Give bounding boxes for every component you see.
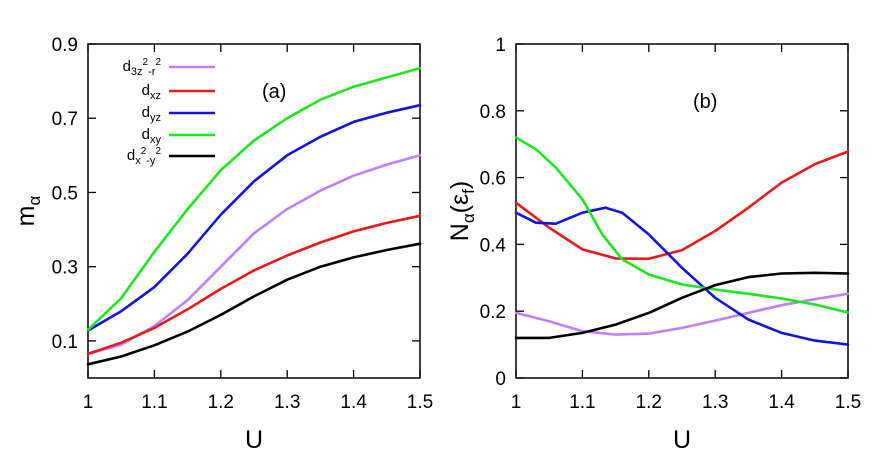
legend-label-sub2: -y	[146, 155, 156, 167]
panel-a-y-tick-label: 0.1	[52, 332, 78, 353]
panel-b-series-line-dyz	[514, 206, 850, 346]
legend-label-base: d	[142, 104, 150, 121]
legend-label-sub: yz	[150, 112, 161, 124]
legend-label-base: d	[127, 147, 135, 164]
legend-label-d3z2-r2: d3z2-r2	[123, 57, 162, 78]
legend-label-sub: x	[135, 155, 141, 167]
panel-a: 1 1.1 1.2 1.3 1.4 1.5 0.1 0.3 0.5 0.7 0.9 (a) U m…	[12, 35, 433, 454]
panel-b-series-line-dxy	[514, 136, 850, 314]
legend-label-dyz: dyz	[142, 104, 161, 124]
panel-b-y-tick-label: 0	[495, 369, 506, 390]
panel-b-y-axis-label-main: N	[446, 223, 474, 241]
panel-b-y-tick-label: 1	[495, 35, 506, 56]
legend-label-sub2: -r	[148, 66, 156, 78]
panel-a-y-axis-label: mα	[12, 196, 44, 227]
legend-label-base: d	[123, 58, 131, 75]
panel-a-x-tick-label: 1.1	[141, 392, 167, 413]
legend-label-sub: xz	[150, 90, 161, 102]
panel-b-x-tick-label: 1.5	[835, 392, 861, 413]
panel-a-y-tick-label: 0.3	[52, 258, 78, 279]
panel-b-x-tick-label: 1.2	[636, 392, 662, 413]
panel-a-series-line-dx2-y2	[86, 242, 422, 366]
panel-b-y-axis-label-rest-sub: f	[459, 189, 478, 194]
panel-a-y-tick-label: 0.7	[52, 109, 78, 130]
panel-b-x-axis-label: U	[673, 426, 691, 454]
legend-label-dxz: dxz	[142, 82, 161, 102]
panel-b-frame	[515, 43, 849, 379]
legend-label-sup2: 2	[155, 57, 161, 68]
panel-a-x-axis-label: U	[245, 426, 263, 454]
legend-label-base: d	[142, 126, 150, 143]
panel-b-y-tick-label: 0.4	[480, 235, 507, 256]
panel-a-x-tick-label: 1.3	[274, 392, 300, 413]
panel-a-x-tick-label: 1.4	[340, 392, 367, 413]
panel-b: 1 1.1 1.2 1.3 1.4 1.5 0 0.2 0.4 0.6 0.8 1 (b) U Nα…	[446, 35, 861, 454]
panel-b-y-tick-label: 0.2	[480, 302, 506, 323]
panel-b-y-axis-label: Nα(εf)	[446, 181, 478, 241]
panel-a-x-ticks: 1 1.1 1.2 1.3 1.4 1.5	[83, 44, 433, 413]
panel-b-series-line-dxz	[514, 150, 850, 261]
panel-b-series-line-dx2-y2	[514, 271, 850, 340]
panel-b-y-axis-label-close: )	[446, 181, 474, 189]
panel-a-y-ticks: 0.1 0.3 0.5 0.7 0.9	[52, 35, 420, 353]
panel-b-y-axis-label-rest: (ε	[446, 194, 474, 213]
panel-b-x-tick-label: 1.4	[768, 392, 795, 413]
panel-a-x-tick-label: 1	[83, 392, 94, 413]
panel-a-y-tick-label: 0.5	[52, 183, 78, 204]
legend-label-sub: xy	[150, 134, 162, 146]
panel-a-series-line-dxy	[86, 66, 422, 332]
panel-b-x-tick-label: 1.3	[702, 392, 728, 413]
panel-a-x-tick-label: 1.5	[407, 392, 433, 413]
panel-a-x-tick-label: 1.2	[208, 392, 234, 413]
panel-a-frame	[87, 43, 421, 379]
legend-label-base: d	[142, 82, 150, 99]
panel-b-x-tick-label: 1	[511, 392, 522, 413]
legend-label-dx2-y2: dx2-y2	[127, 146, 162, 167]
panel-a-series	[86, 66, 422, 366]
panel-b-y-axis-label-sub: α	[459, 213, 478, 223]
panel-b-y-tick-label: 0.8	[480, 102, 506, 123]
panel-b-series	[514, 136, 850, 346]
panel-a-tag: (a)	[262, 81, 286, 103]
legend-label-sup: 2	[141, 146, 147, 157]
panel-a-series-line-dxz	[86, 214, 422, 356]
panel-a-series-line-dyz	[86, 103, 422, 332]
panel-b-tag: (b)	[693, 91, 717, 113]
legend-label-sup: 2	[143, 57, 149, 68]
panel-b-series-line-d3z2-r2	[514, 292, 850, 336]
panel-b-x-tick-label: 1.1	[569, 392, 595, 413]
legend-label-dxy: dxy	[142, 126, 162, 146]
panel-a-y-axis-label-sub: α	[25, 196, 44, 206]
legend-label-sup2: 2	[155, 146, 161, 157]
panel-b-y-tick-label: 0.6	[480, 169, 506, 190]
legend-label-sub: 3z	[131, 66, 143, 78]
panel-b-x-ticks: 1 1.1 1.2 1.3 1.4 1.5	[511, 44, 861, 413]
panel-b-y-ticks: 0 0.2 0.4 0.6 0.8 1	[480, 35, 848, 390]
panel-a-y-tick-label: 0.9	[52, 35, 78, 56]
panel-a-y-axis-label-main: m	[12, 206, 40, 227]
